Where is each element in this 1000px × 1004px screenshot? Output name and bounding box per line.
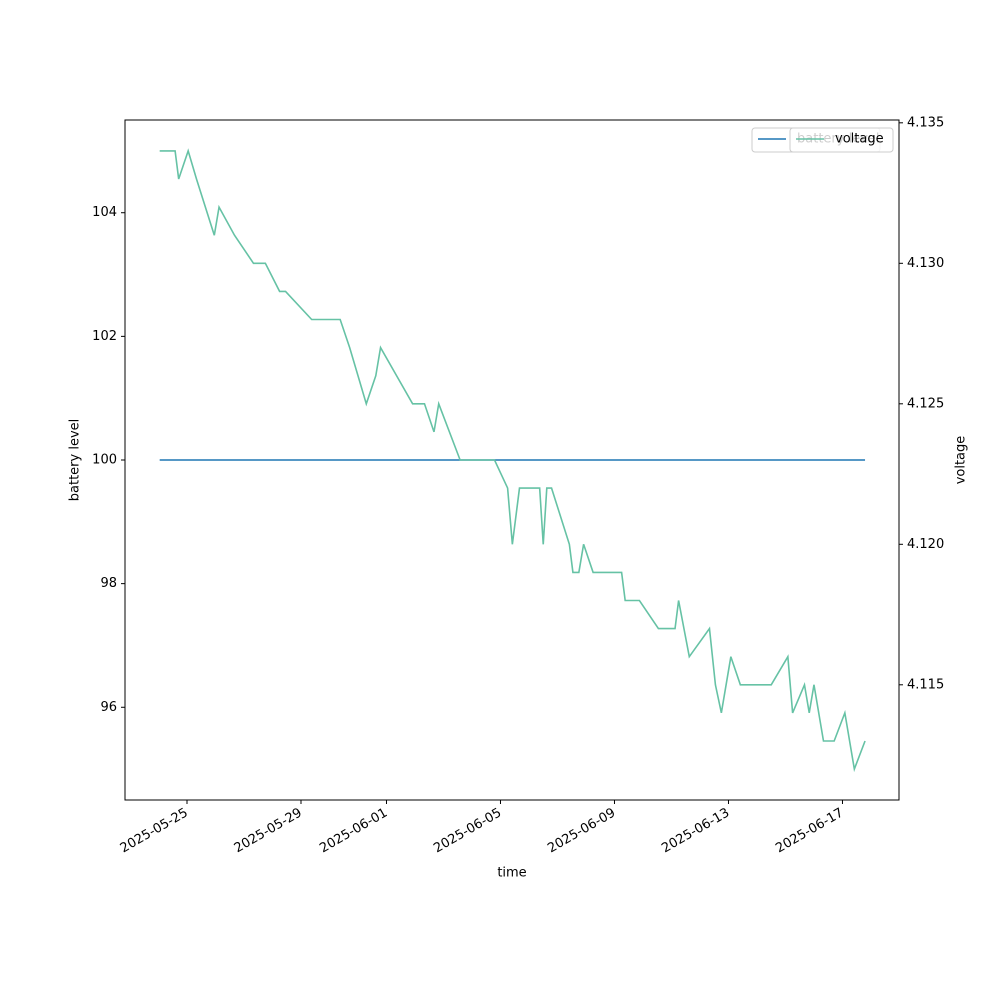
y-tick-label: 104 — [92, 205, 117, 220]
x-tick-label: 2025-06-09 — [545, 806, 618, 857]
y-tick-label: 98 — [100, 576, 117, 591]
legend: voltage — [789, 127, 894, 153]
x-tick-label: 2025-06-13 — [659, 806, 732, 857]
y2-axis-label: voltage — [954, 436, 969, 485]
legend-label: voltage — [835, 132, 884, 147]
y2-tick-label: 4.130 — [907, 256, 944, 271]
y2-tick-label: 4.125 — [907, 396, 944, 411]
y-axis-label: battery level — [68, 419, 83, 502]
x-tick-label: 2025-05-25 — [118, 806, 191, 857]
x-axis-label: time — [497, 866, 526, 881]
x-tick-label: 2025-05-29 — [232, 806, 305, 857]
y-tick-label: 102 — [92, 329, 117, 344]
x-tick-label: 2025-06-05 — [431, 806, 504, 857]
legend-box — [789, 127, 894, 153]
y-tick-label: 96 — [100, 700, 117, 715]
line-series — [159, 148, 866, 773]
y2-tick-label: 4.135 — [907, 115, 944, 130]
x-tick-label: 2025-06-01 — [317, 806, 390, 857]
y-tick-label: 100 — [92, 453, 117, 468]
y2-tick-label: 4.120 — [907, 537, 944, 552]
plot-frame — [124, 119, 900, 801]
x-tick-label: 2025-06-17 — [773, 806, 846, 857]
y2-tick-label: 4.115 — [907, 677, 944, 692]
